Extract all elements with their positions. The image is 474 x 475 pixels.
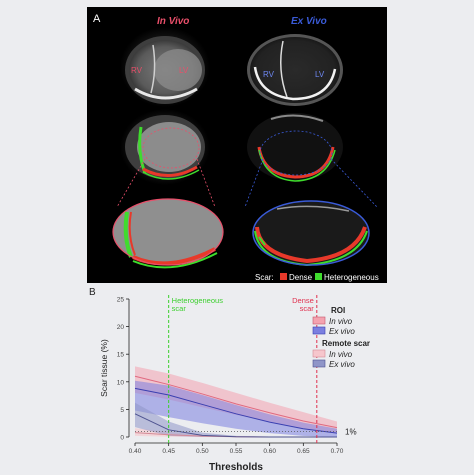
ex-vivo-mri-middle (247, 113, 343, 182)
dense-legend-label: Dense (289, 273, 313, 282)
panel-b-chart: B 0 5 10 15 20 25 0.40 0.45 0.50 0.55 0.60 0.65 0.70… (87, 283, 387, 475)
mean-lines (134, 375, 338, 438)
x-tick-label: 0.45 (162, 448, 175, 455)
mean-line-roi-in-vivo (134, 375, 338, 429)
y-tick-label: 20 (117, 324, 125, 331)
rv-label-in-vivo: RV (131, 66, 143, 75)
zoom-connectors (116, 158, 378, 208)
dense-swatch (280, 273, 287, 280)
scar-legend-prefix: Scar: (255, 273, 274, 282)
in-vivo-title: In Vivo (157, 16, 189, 27)
legend-remote-in-vivo: In vivo (329, 350, 353, 359)
x-axis-title: Thresholds (209, 462, 263, 473)
legend-roi-ex-vivo: Ex vivo (329, 327, 355, 336)
y-tick-label: 5 (120, 407, 124, 414)
x-tick-label: 0.70 (331, 448, 344, 455)
band-roi-ex-vivo (135, 380, 337, 437)
legend-remote-title: Remote scar (322, 339, 370, 348)
ex-vivo-title: Ex Vivo (291, 16, 327, 27)
legend-roi-title: ROI (331, 306, 345, 315)
band-remote-scar-ex-vivo (135, 402, 337, 437)
legend-remote-in-vivo-swatch (312, 349, 326, 358)
in-vivo-mri-middle (120, 109, 210, 185)
legend-remote-ex-vivo-swatch (312, 359, 326, 368)
lv-label-in-vivo: LV (179, 66, 189, 75)
heterogeneous-marker-line2: scar (172, 304, 187, 313)
x-tick-label: 0.50 (196, 448, 209, 455)
y-tick-label: 15 (117, 352, 125, 359)
legend-roi-in-vivo: In vivo (329, 317, 353, 326)
in-vivo-zoom (112, 198, 224, 269)
chart-legend: ROI In vivo Ex vivo Remote scar In vivo … (312, 306, 370, 369)
dense-marker-line2: scar (300, 304, 315, 313)
panel-b-label: B (89, 287, 96, 298)
ex-vivo-mri-top: RV LV (247, 34, 343, 106)
in-vivo-mri-top: RV LV (120, 27, 210, 107)
chart-ticks: 0 5 10 15 20 25 0.40 0.45 0.50 0.55 0.60 0.65 0.70 (117, 297, 344, 456)
heterogeneous-marker-line1: Heterogeneous (172, 296, 224, 305)
panel-a-canvas: A In Vivo Ex Vivo RV LV RV LV (93, 13, 379, 282)
scar-threshold-chart: B 0 5 10 15 20 25 0.40 0.45 0.50 0.55 0.60 0.65 0.70… (89, 287, 370, 473)
rv-label-ex-vivo: RV (263, 70, 275, 79)
scar-legend: Scar: Dense Heterogeneous (255, 273, 379, 282)
x-tick-label: 0.55 (230, 448, 243, 455)
x-tick-label: 0.40 (129, 448, 142, 455)
panel-a-image-figure: A In Vivo Ex Vivo RV LV RV LV (87, 7, 387, 283)
heterogeneous-swatch (315, 273, 322, 280)
dense-marker-line1: Dense (292, 296, 314, 305)
one-percent-label: 1% (345, 427, 357, 436)
confidence-bands (135, 366, 337, 437)
mean-line-remote-scar-ex-vivo (134, 413, 337, 438)
lv-label-ex-vivo: LV (315, 70, 325, 79)
y-axis-title: Scar tissue (%) (99, 339, 109, 397)
legend-roi-in-vivo-swatch (312, 316, 326, 325)
y-tick-label: 25 (117, 297, 125, 304)
legend-remote-ex-vivo: Ex vivo (329, 360, 355, 369)
y-tick-label: 0 (120, 435, 124, 442)
x-tick-label: 0.65 (297, 448, 310, 455)
panel-a-label: A (93, 13, 101, 25)
ex-vivo-zoom (252, 200, 370, 267)
band-roi-in-vivo (135, 366, 337, 433)
y-tick-label: 10 (117, 379, 125, 386)
heterogeneous-legend-label: Heterogeneous (324, 273, 379, 282)
x-tick-label: 0.60 (263, 448, 276, 455)
legend-roi-ex-vivo-swatch (312, 326, 326, 335)
